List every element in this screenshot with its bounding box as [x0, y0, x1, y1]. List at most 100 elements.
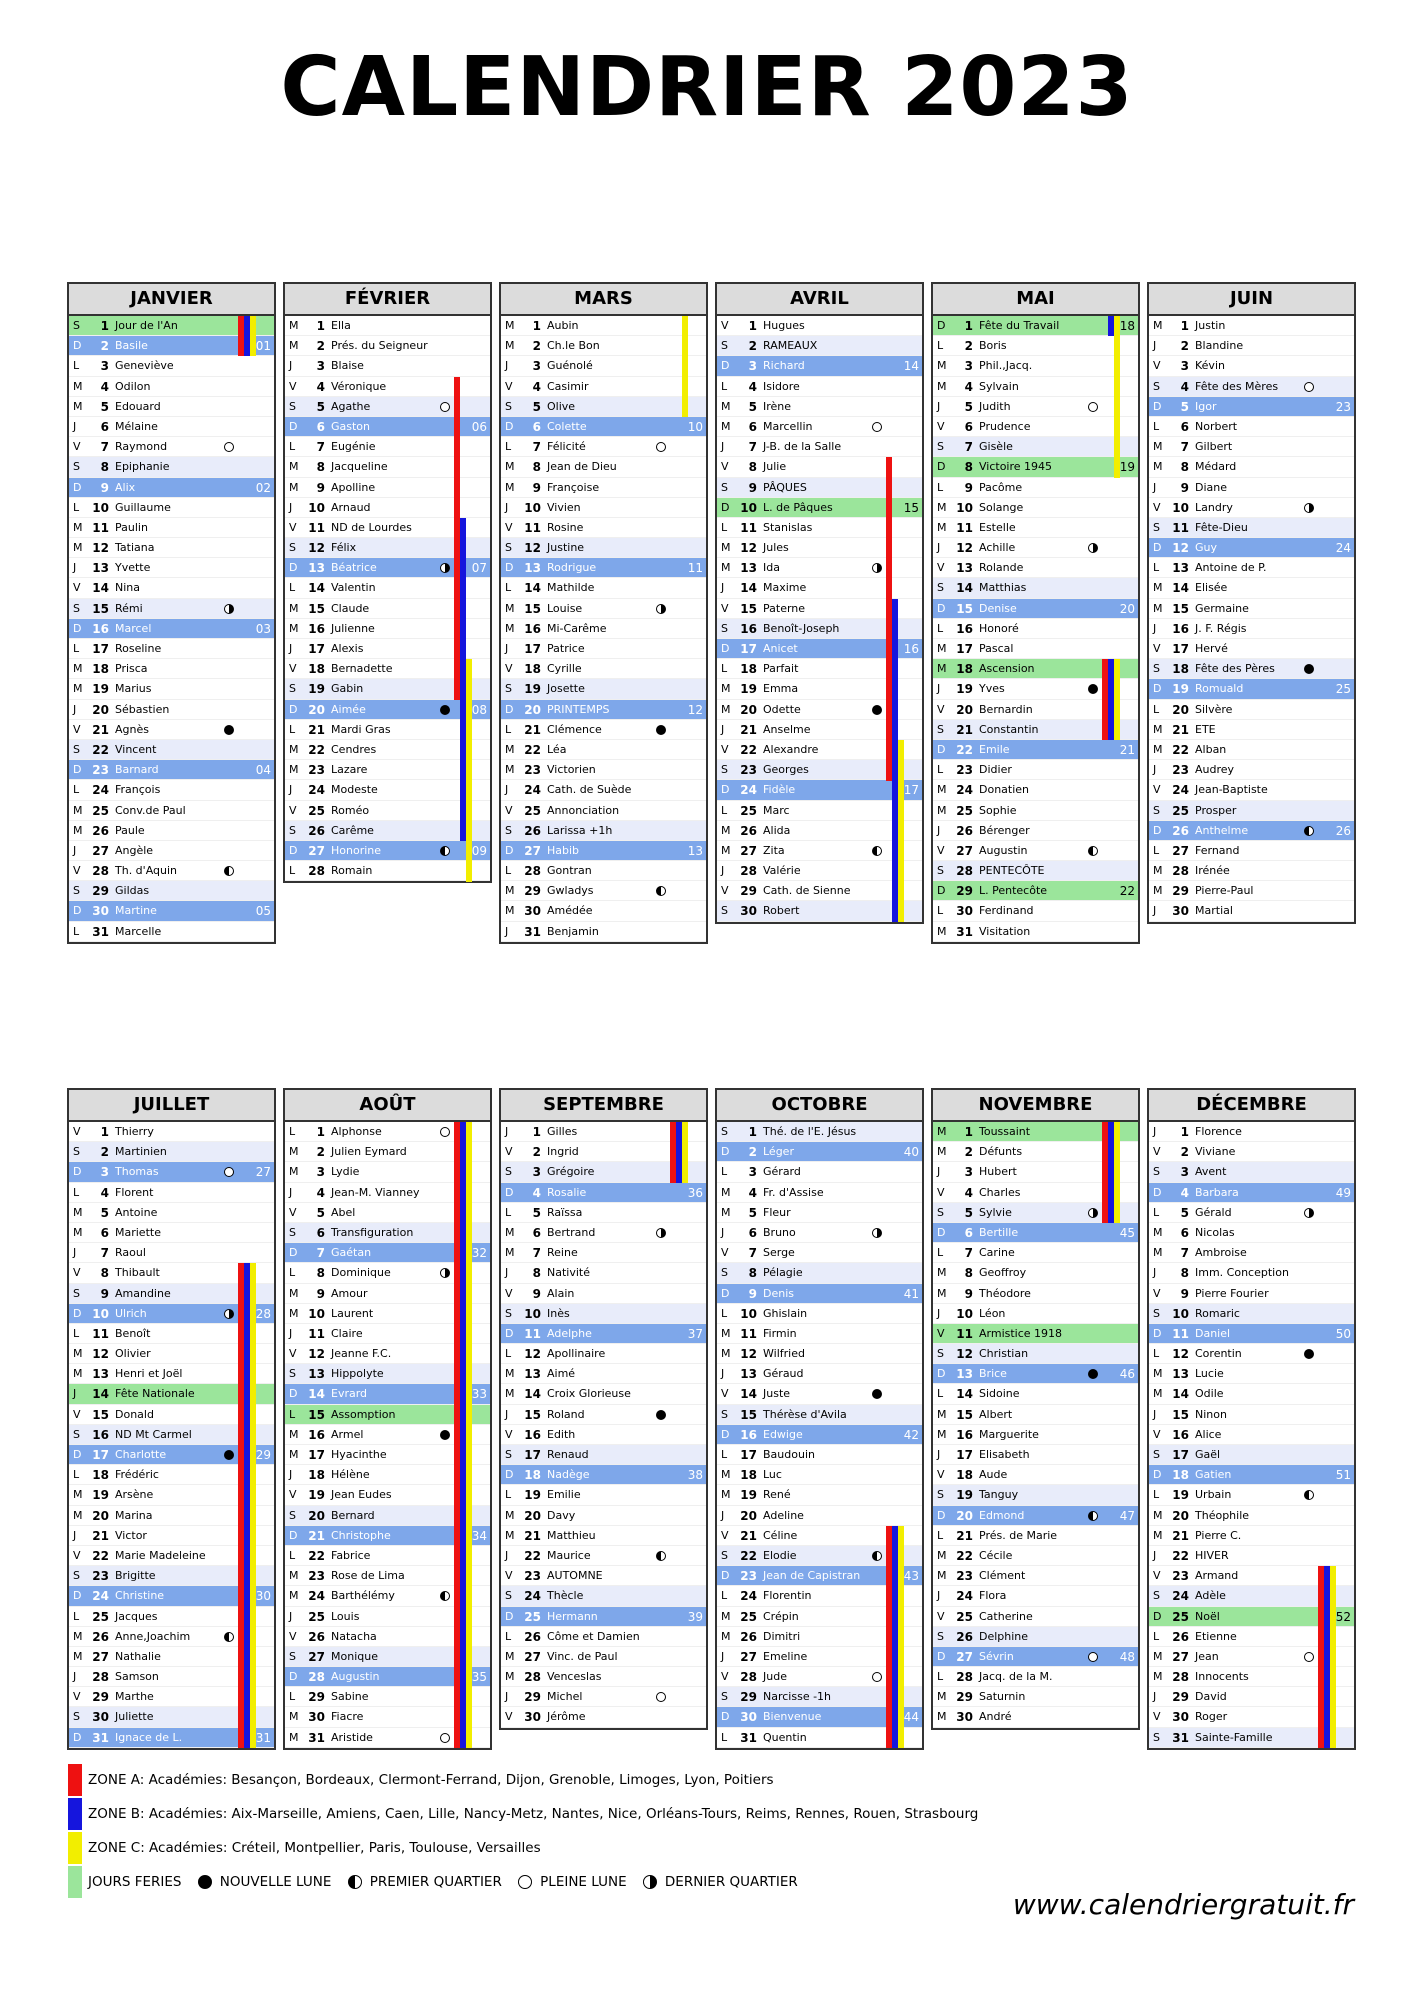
day-row[interactable]: M 20 Théophile [1149, 1506, 1354, 1526]
day-row[interactable]: L 12 Apollinaire [501, 1344, 706, 1365]
day-row[interactable]: L 15 Assomption [285, 1404, 490, 1425]
day-row[interactable]: D 27 Habib 13 [501, 840, 706, 862]
day-row[interactable]: M 31 Visitation [933, 922, 1138, 942]
day-row[interactable]: J 9 Diane [1149, 478, 1354, 498]
day-row[interactable]: V 4 Charles [933, 1183, 1138, 1203]
day-row[interactable]: M 28 Irénée [1149, 861, 1354, 882]
day-row[interactable]: J 8 Imm. Conception [1149, 1263, 1354, 1284]
day-row[interactable]: L 17 Roseline [69, 639, 274, 660]
day-row[interactable]: M 7 Reine [501, 1243, 706, 1264]
day-row[interactable]: J 24 Flora [933, 1586, 1138, 1607]
day-row[interactable]: J 27 Angèle [69, 841, 274, 862]
day-row[interactable]: J 1 Gilles [501, 1122, 706, 1143]
day-row[interactable]: V 16 Alice [1149, 1425, 1354, 1445]
day-row[interactable]: S 15 Thérèse d'Avila [717, 1404, 922, 1425]
day-row[interactable]: V 22 Alexandre [717, 740, 922, 761]
day-row[interactable]: J 7 Raoul [69, 1243, 274, 1264]
day-row[interactable]: J 19 Yves [933, 679, 1138, 700]
day-row[interactable]: S 12 Félix [285, 538, 490, 559]
day-row[interactable]: L 17 Baudouin [717, 1445, 922, 1466]
day-row[interactable]: V 17 Hervé [1149, 639, 1354, 660]
day-row[interactable]: M 9 Françoise [501, 478, 706, 498]
day-row[interactable]: V 1 Thierry [69, 1122, 274, 1143]
day-row[interactable]: M 10 Solange [933, 498, 1138, 518]
day-row[interactable]: V 11 Armistice 1918 [933, 1323, 1138, 1345]
day-row[interactable]: J 30 Martial [1149, 901, 1354, 922]
day-row[interactable]: J 10 Vivien [501, 498, 706, 518]
day-row[interactable]: S 1 Jour de l'An [69, 316, 274, 337]
day-row[interactable]: L 10 Guillaume [69, 498, 274, 518]
day-row[interactable]: V 4 Véronique [285, 377, 490, 397]
day-row[interactable]: D 7 Gaétan 32 [285, 1243, 490, 1264]
day-row[interactable]: M 25 Conv.de Paul [69, 801, 274, 821]
day-row[interactable]: V 25 Catherine [933, 1607, 1138, 1627]
day-row[interactable]: S 8 Epiphanie [69, 457, 274, 478]
day-row[interactable]: J 15 Ninon [1149, 1405, 1354, 1425]
day-row[interactable]: M 18 Luc [717, 1465, 922, 1486]
day-row[interactable]: V 11 Rosine [501, 518, 706, 539]
day-row[interactable]: S 24 Adèle [1149, 1586, 1354, 1607]
day-row[interactable]: M 4 Sylvain [933, 377, 1138, 397]
day-row[interactable]: D 30 Bienvenue 44 [717, 1707, 922, 1728]
day-row[interactable]: D 11 Daniel 50 [1149, 1323, 1354, 1345]
day-row[interactable]: J 29 Michel [501, 1687, 706, 1708]
day-row[interactable]: M 21 Matthieu [501, 1526, 706, 1546]
day-row[interactable]: D 3 Richard 14 [717, 356, 922, 377]
day-row[interactable]: M 20 Odette [717, 700, 922, 720]
day-row[interactable]: D 5 Igor 23 [1149, 396, 1354, 417]
day-row[interactable]: V 19 Jean Eudes [285, 1485, 490, 1506]
day-row[interactable]: M 15 Claude [285, 599, 490, 619]
day-row[interactable]: D 27 Sévrin 48 [933, 1646, 1138, 1668]
day-row[interactable]: S 29 Narcisse -1h [717, 1687, 922, 1708]
day-row[interactable]: L 6 Norbert [1149, 417, 1354, 438]
day-row[interactable]: S 22 Elodie [717, 1545, 922, 1567]
day-row[interactable]: D 17 Anicet 16 [717, 639, 922, 660]
day-row[interactable]: M 13 Aimé [501, 1364, 706, 1385]
day-row[interactable]: M 19 René [717, 1485, 922, 1506]
day-row[interactable]: D 1 Fête du Travail 18 [933, 316, 1138, 337]
day-row[interactable]: M 1 Ella [285, 316, 490, 337]
day-row[interactable]: D 20 Aimée 08 [285, 699, 490, 720]
day-row[interactable]: V 8 Julie [717, 457, 922, 478]
day-row[interactable]: M 3 Phil.,Jacq. [933, 356, 1138, 377]
day-row[interactable]: D 10 Ulrich 28 [69, 1303, 274, 1324]
day-row[interactable]: S 19 Tanguy [933, 1485, 1138, 1506]
day-row[interactable]: D 18 Gatien 51 [1149, 1465, 1354, 1486]
day-row[interactable]: L 28 Gontran [501, 861, 706, 882]
day-row[interactable]: M 1 Aubin [501, 316, 706, 337]
day-row[interactable]: D 4 Barbara 49 [1149, 1182, 1354, 1203]
day-row[interactable]: D 25 Hermann 39 [501, 1606, 706, 1627]
day-row[interactable]: D 18 Nadège 38 [501, 1465, 706, 1486]
day-row[interactable]: J 15 Roland [501, 1405, 706, 1425]
day-row[interactable]: J 12 Achille [933, 538, 1138, 559]
day-row[interactable]: J 14 Maxime [717, 578, 922, 599]
day-row[interactable]: S 19 Gabin [285, 679, 490, 700]
day-row[interactable]: M 11 Paulin [69, 518, 274, 539]
day-row[interactable]: M 4 Fr. d'Assise [717, 1183, 922, 1203]
day-row[interactable]: J 10 Arnaud [285, 498, 490, 518]
day-row[interactable]: L 7 Carine [933, 1243, 1138, 1264]
day-row[interactable]: J 16 J. F. Régis [1149, 619, 1354, 639]
day-row[interactable]: L 14 Mathilde [501, 578, 706, 599]
day-row[interactable]: M 25 Sophie [933, 801, 1138, 821]
day-row[interactable]: V 13 Rolande [933, 558, 1138, 579]
day-row[interactable]: L 31 Quentin [717, 1728, 922, 1748]
day-row[interactable]: L 12 Corentin [1149, 1344, 1354, 1365]
day-row[interactable]: V 12 Jeanne F.C. [285, 1344, 490, 1365]
day-row[interactable]: S 23 Brigitte [69, 1566, 274, 1587]
day-row[interactable]: M 14 Odile [1149, 1384, 1354, 1405]
day-row[interactable]: S 22 Vincent [69, 739, 274, 761]
day-row[interactable]: L 5 Raïssa [501, 1203, 706, 1223]
day-row[interactable]: S 17 Renaud [501, 1445, 706, 1466]
day-row[interactable]: D 9 Alix 02 [69, 477, 274, 498]
day-row[interactable]: V 8 Thibault [69, 1263, 274, 1284]
day-row[interactable]: J 27 Emeline [717, 1647, 922, 1668]
day-row[interactable]: V 14 Nina [69, 578, 274, 599]
day-row[interactable]: M 21 Pierre C. [1149, 1526, 1354, 1546]
day-row[interactable]: L 8 Dominique [285, 1263, 490, 1284]
day-row[interactable]: M 14 Croix Glorieuse [501, 1384, 706, 1405]
day-row[interactable]: V 20 Bernardin [933, 700, 1138, 720]
day-row[interactable]: M 13 Henri et Joël [69, 1364, 274, 1385]
day-row[interactable]: V 27 Augustin [933, 841, 1138, 862]
day-row[interactable]: L 11 Stanislas [717, 518, 922, 539]
